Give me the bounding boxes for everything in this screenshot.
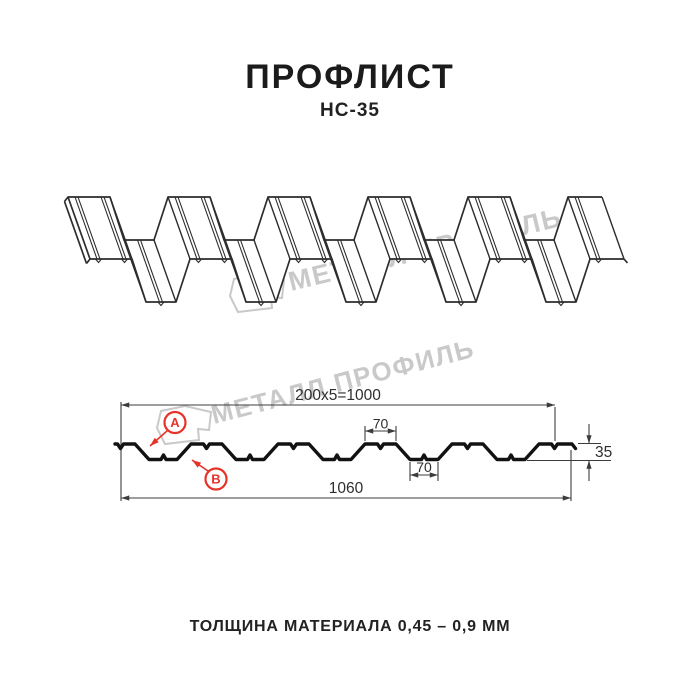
profile-code: НС-35 xyxy=(320,100,380,121)
stiffener-groove xyxy=(503,196,527,260)
stiffener-groove xyxy=(303,196,327,260)
profile-3d-view xyxy=(63,196,629,307)
material-thickness-caption: ТОЛЩИНА МАТЕРИАЛА 0,45 – 0,9 ММ xyxy=(189,618,511,635)
bend-line xyxy=(67,196,91,260)
stiffener-groove xyxy=(200,196,224,260)
stiffener-groove xyxy=(439,239,464,303)
groove-nub xyxy=(421,258,428,264)
bend-line xyxy=(253,239,277,303)
bend-line xyxy=(353,239,377,303)
bend-line xyxy=(63,201,88,264)
stiffener-groove xyxy=(74,196,98,260)
bend-line xyxy=(423,239,447,303)
groove-nub xyxy=(95,258,102,264)
stiffener-groove xyxy=(339,239,364,303)
watermark-text: МЕТАЛЛ ПРОФИЛЬ xyxy=(208,333,478,430)
dimension-label-height: 35 xyxy=(595,444,612,461)
bend-line xyxy=(323,239,347,303)
stiffener-groove xyxy=(377,196,401,260)
stiffener-groove xyxy=(577,196,601,260)
groove-nub xyxy=(257,301,265,307)
groove-nub xyxy=(521,258,528,264)
bend-line xyxy=(367,196,391,260)
stiffener-groove xyxy=(400,196,424,260)
bend-line xyxy=(123,239,147,303)
stiffener-groove xyxy=(300,196,324,260)
groove-nub xyxy=(557,301,565,307)
dimension-label-module: 200x5=1000 xyxy=(295,387,381,404)
sheet-edge-tick xyxy=(623,258,629,264)
groove-nub xyxy=(457,301,465,307)
stiffener-groove xyxy=(277,196,301,260)
stiffener-groove xyxy=(174,196,198,260)
bend-line xyxy=(509,196,533,260)
stiffener-groove xyxy=(477,196,501,260)
side-a-marker: А xyxy=(149,410,187,447)
bend-line xyxy=(567,196,591,260)
stiffener-groove xyxy=(103,196,127,260)
bend-line xyxy=(309,196,333,260)
metal-profile-logo xyxy=(155,404,213,446)
bend-line xyxy=(267,196,291,260)
stiffener-groove xyxy=(136,239,161,303)
bend-line xyxy=(553,239,577,303)
bend-line xyxy=(409,196,433,260)
side-a-label: А xyxy=(170,415,180,430)
groove-nub xyxy=(157,301,165,307)
page-title: ПРОФЛИСТ xyxy=(245,58,455,96)
groove-nub xyxy=(321,258,328,264)
stiffener-groove xyxy=(236,239,261,303)
stiffener-groove xyxy=(374,196,398,260)
bend-line xyxy=(523,239,547,303)
bend-line xyxy=(223,239,247,303)
groove-nub xyxy=(295,258,302,264)
bend-line xyxy=(109,196,133,260)
stiffener-groove xyxy=(500,196,524,260)
stiffener-groove xyxy=(239,239,264,303)
stiffener-groove xyxy=(539,239,564,303)
bend-line xyxy=(153,239,177,303)
stiffener-groove xyxy=(139,239,164,303)
bend-line xyxy=(467,196,491,260)
stiffener-groove xyxy=(436,239,461,303)
bend-line xyxy=(601,196,625,260)
dimension-label-overall: 1060 xyxy=(329,480,364,497)
side-b-marker: В xyxy=(191,459,228,491)
groove-nub xyxy=(195,258,202,264)
stiffener-groove xyxy=(100,196,124,260)
stiffener-groove xyxy=(574,196,598,260)
groove-nub xyxy=(221,258,228,264)
groove-nub xyxy=(395,258,402,264)
groove-nub xyxy=(121,258,128,264)
stiffener-groove xyxy=(177,196,201,260)
bend-line xyxy=(453,239,477,303)
stiffener-groove xyxy=(274,196,298,260)
stiffener-groove xyxy=(474,196,498,260)
groove-nub xyxy=(595,258,602,264)
profile-cross-section xyxy=(113,442,578,462)
dimension-label-bottom-flange: 70 xyxy=(416,459,432,475)
bend-line xyxy=(209,196,233,260)
groove-nub xyxy=(357,301,365,307)
dimension-lines xyxy=(120,402,611,501)
side-b-label: В xyxy=(211,472,220,487)
dimension-label-top-flange: 70 xyxy=(373,416,389,432)
stiffener-groove xyxy=(336,239,361,303)
stiffener-groove xyxy=(203,196,227,260)
stiffener-groove xyxy=(536,239,561,303)
stiffener-groove xyxy=(77,196,101,260)
stiffener-groove xyxy=(403,196,427,260)
bend-line xyxy=(167,196,191,260)
groove-nub xyxy=(495,258,502,264)
